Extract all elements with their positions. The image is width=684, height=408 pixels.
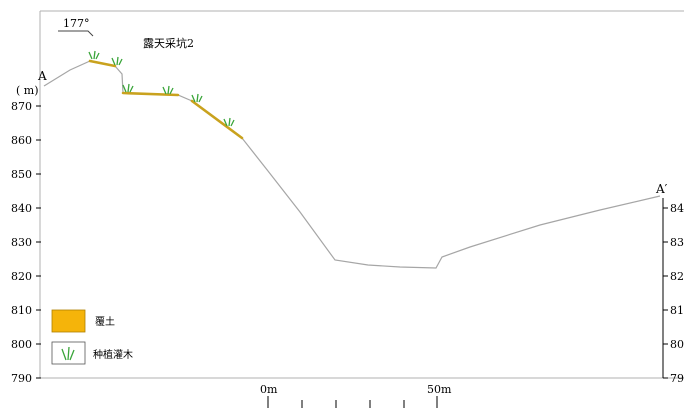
- soil-cover-swatch: [52, 310, 85, 332]
- legend-label-shrub: 种植灌木: [93, 348, 133, 361]
- section-title: 露天采坑2: [143, 36, 194, 50]
- left-axis-unit: ( m): [16, 84, 39, 97]
- right-tick-label: 820: [670, 270, 684, 283]
- soil-cover-segments: [90, 61, 242, 138]
- right-tick-label: 790: [670, 372, 684, 385]
- left-tick-label: 790: [11, 372, 32, 385]
- left-tick-label: 870: [11, 100, 32, 113]
- shrub-icon: [89, 51, 99, 59]
- right-tick-label: 830: [670, 236, 684, 249]
- terrain-profile-line: [44, 61, 660, 268]
- soil-cover-segment: [90, 61, 115, 66]
- scale-bar: 0m 50m: [260, 383, 452, 408]
- bearing-arrow-icon: [58, 31, 93, 36]
- legend-label-soil-cover: 覆土: [95, 315, 115, 328]
- frame-border: [40, 11, 684, 378]
- left-end-label: A: [37, 69, 47, 83]
- left-tick-label: 830: [11, 236, 32, 249]
- right-tick-label: 840: [670, 202, 684, 215]
- shrub-icon: [123, 84, 133, 92]
- soil-cover-segment: [192, 101, 242, 138]
- shrub-icon: [163, 86, 173, 94]
- scale-bar-label-fifty: 50m: [427, 383, 452, 396]
- scale-bar-label-zero: 0m: [260, 383, 278, 396]
- left-tick-label: 810: [11, 304, 32, 317]
- right-tick-label: 810: [670, 304, 684, 317]
- left-tick-label: 820: [11, 270, 32, 283]
- left-tick-label: 850: [11, 168, 32, 181]
- shrub-icon: [112, 57, 122, 65]
- left-tick-label: 800: [11, 338, 32, 351]
- right-tick-marks: [663, 208, 668, 378]
- right-axis: 840 830 820 810 800 790: [663, 198, 684, 385]
- left-axis: 870 860 850 840 830 820 810 800 790: [11, 100, 41, 385]
- scale-bar-ticks: [268, 396, 437, 408]
- right-tick-label: 800: [670, 338, 684, 351]
- left-tick-label: 840: [11, 202, 32, 215]
- bearing-label: 177°: [63, 17, 90, 30]
- right-end-label: A′: [655, 182, 668, 196]
- legend: 覆土 种植灌木: [52, 310, 133, 364]
- left-tick-label: 860: [11, 134, 32, 147]
